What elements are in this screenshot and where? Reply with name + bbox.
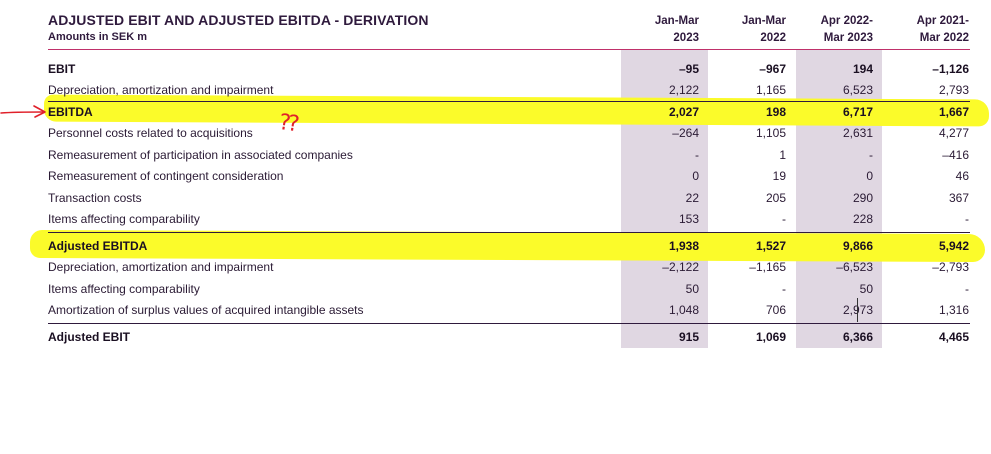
- table-row: Items affecting comparability 50- 50-: [48, 282, 969, 296]
- table-row: Depreciation, amortization and impairmen…: [48, 83, 969, 97]
- page-title: ADJUSTED EBIT AND ADJUSTED EBITDA - DERI…: [48, 12, 429, 28]
- table-row: Personnel costs related to acquisitions …: [48, 126, 969, 140]
- table-row-ebit: EBIT –95 –967 194 –1,126: [48, 62, 969, 76]
- question-marks-annotation: ??: [277, 109, 299, 138]
- row-divider: [48, 323, 970, 324]
- column-header-3: Apr 2022- Mar 2023: [820, 15, 873, 44]
- pen-mark: [857, 298, 858, 322]
- table-row-adjusted-ebitda: Adjusted EBITDA 1,938 1,527 9,866 5,942: [48, 239, 969, 253]
- table-row: Amortization of surplus values of acquir…: [48, 303, 969, 317]
- column-header-4: Apr 2021- Mar 2022: [916, 15, 969, 44]
- table-row: Remeasurement of participation in associ…: [48, 148, 969, 162]
- table-row-ebitda: EBITDA 2,027 198 6,717 1,667: [48, 105, 969, 119]
- column-header-1: Jan-Mar 2023: [654, 15, 699, 44]
- page-subtitle: Amounts in SEK m: [48, 31, 148, 43]
- row-divider: [48, 101, 970, 102]
- table-row-adjusted-ebit: Adjusted EBIT 915 1,069 6,366 4,465: [48, 330, 969, 344]
- header-divider: [48, 49, 970, 50]
- column-header-2: Jan-Mar 2022: [741, 15, 786, 44]
- table-row: Transaction costs 22 205 290 367: [48, 191, 969, 205]
- row-divider: [48, 232, 970, 233]
- red-arrow-annotation-icon: [0, 105, 46, 118]
- table-row: Depreciation, amortization and impairmen…: [48, 260, 969, 274]
- table-row: Remeasurement of contingent consideratio…: [48, 169, 969, 183]
- table-row: Items affecting comparability 153- 228-: [48, 212, 969, 226]
